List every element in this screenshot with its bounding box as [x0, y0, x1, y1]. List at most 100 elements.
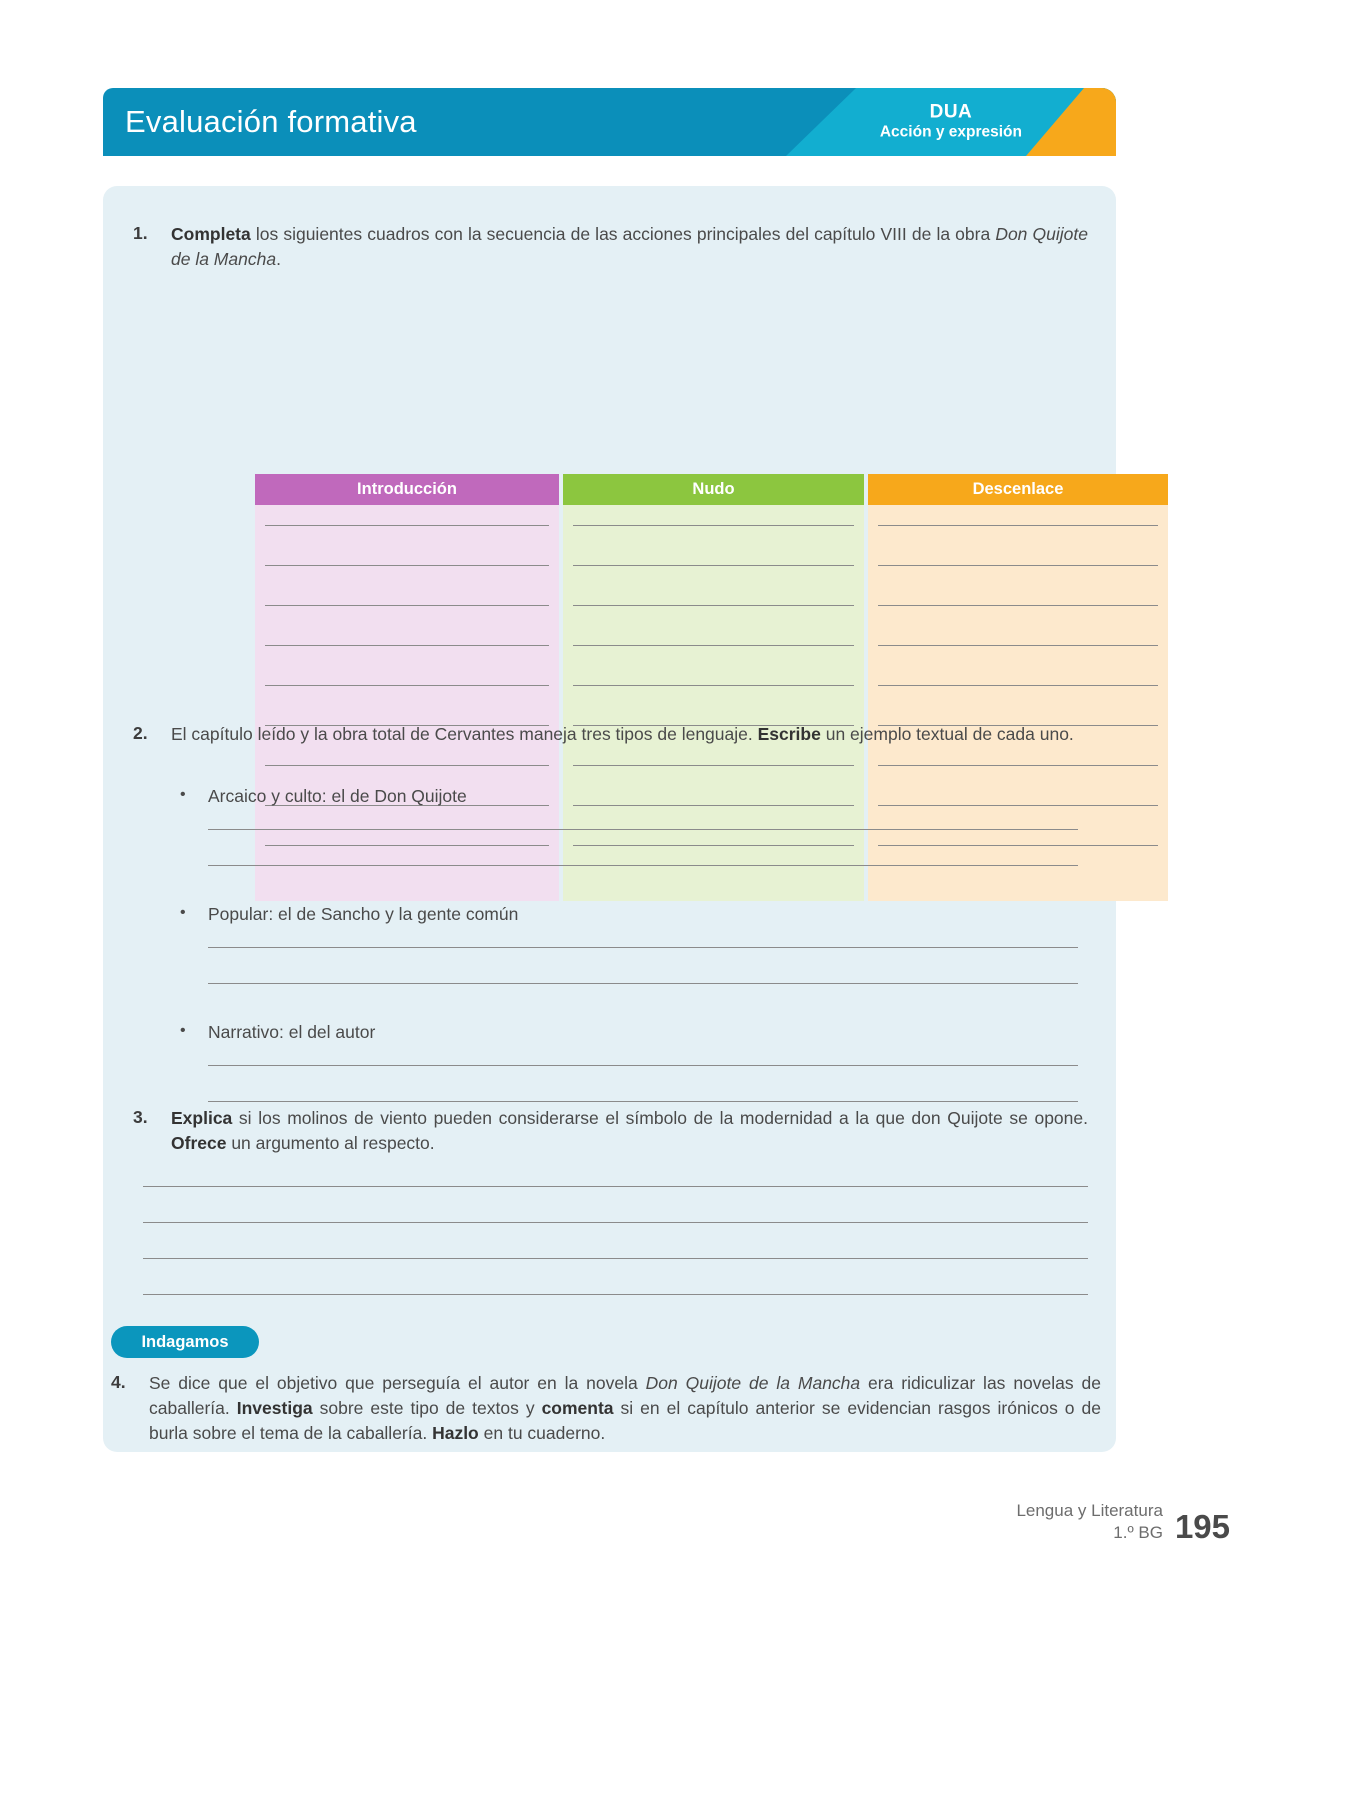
exercise-1-rest: los siguientes cuadros con la secuencia … — [250, 224, 996, 244]
column-body-descenlace[interactable] — [868, 505, 1168, 901]
dua-label: DUA — [929, 101, 973, 123]
exercise-4-text-c: sobre este tipo de textos y — [312, 1397, 542, 1418]
content-panel: 1. Completa los siguientes cuadros con l… — [103, 186, 1168, 1452]
exercise-1-title: Don Quijote de la Mancha — [171, 224, 1088, 269]
exercise-2: 2. El capítulo leído y la obra total de … — [133, 722, 1088, 747]
exercise-2-verb: Escribe — [757, 724, 821, 744]
write-line[interactable] — [265, 845, 549, 846]
list-item: • Popular: el de Sancho y la gente común — [171, 904, 1088, 925]
exercise-3-answer-lines[interactable] — [143, 1186, 1088, 1295]
write-line[interactable] — [573, 725, 854, 726]
write-line[interactable] — [143, 1258, 1088, 1259]
bullet-label: Narrativo: el del autor — [208, 1022, 376, 1042]
exercise-4-text-e: en tu cuaderno. — [478, 1422, 606, 1443]
write-line[interactable] — [208, 865, 1078, 866]
column-body-nudo[interactable] — [563, 505, 864, 901]
exercise-1: 1. Completa los siguientes cuadros con l… — [133, 222, 1088, 272]
dua-badge: DUA Acción y expresión — [880, 102, 1022, 143]
write-line[interactable] — [878, 605, 1158, 606]
write-line[interactable] — [143, 1186, 1088, 1187]
exercise-4-number: 4. — [111, 1372, 126, 1392]
write-line[interactable] — [573, 525, 854, 526]
write-line[interactable] — [208, 983, 1078, 984]
footer-subject-block: Lengua y Literatura 1.º BG — [1016, 1500, 1163, 1545]
column-header-nudo: Nudo — [563, 474, 864, 505]
exercise-4-text-b: era ridiculizar las novelas de caballerí… — [149, 1373, 1102, 1418]
exercise-3: 3. Explica si los molinos de viento pued… — [133, 1106, 1088, 1156]
footer-grade: 1.º BG — [1113, 1523, 1163, 1543]
bullet-dot-icon: • — [180, 1022, 186, 1039]
write-line[interactable] — [265, 565, 549, 566]
table-column-introduccion: Introducción — [255, 474, 559, 901]
write-line[interactable] — [265, 725, 549, 726]
exercise-1-number: 1. — [133, 223, 148, 243]
exercise-2-number: 2. — [133, 723, 148, 743]
write-line[interactable] — [573, 565, 854, 566]
exercise-2-text: El capítulo leído y la obra total de Cer… — [171, 722, 1088, 747]
footer-subject: Lengua y Literatura — [1016, 1501, 1163, 1520]
exercise-2-text-a: El capítulo leído y la obra total de Cer… — [171, 724, 758, 744]
exercise-1-end: . — [276, 248, 281, 269]
write-line[interactable] — [573, 765, 854, 766]
exercise-4-verb-1: Investiga — [236, 1397, 313, 1418]
exercise-3-verb-1: Explica — [171, 1108, 233, 1128]
answer-lines[interactable] — [208, 1065, 1078, 1102]
write-line[interactable] — [265, 805, 549, 806]
exercise-4-verb-2: comenta — [541, 1397, 614, 1418]
column-header-descenlace: Descenlace — [868, 474, 1168, 505]
write-line[interactable] — [878, 645, 1158, 646]
list-item: • Arcaico y culto: el de Don Quijote — [171, 786, 1088, 807]
answer-lines[interactable] — [208, 829, 1078, 866]
page-footer: Lengua y Literatura 1.º BG 195 — [1016, 1500, 1230, 1545]
bullet-label: Popular: el de Sancho y la gente común — [208, 904, 519, 924]
dua-sublabel: Acción y expresión — [879, 124, 1022, 142]
write-line[interactable] — [208, 947, 1078, 948]
write-line[interactable] — [878, 525, 1158, 526]
table-column-descenlace: Descenlace — [868, 474, 1168, 901]
write-line[interactable] — [208, 1101, 1078, 1102]
exercise-3-text-b: un argumento al respecto. — [226, 1132, 435, 1153]
exercise-3-text-a: si los molinos de viento pueden consider… — [232, 1108, 1088, 1128]
write-line[interactable] — [878, 765, 1158, 766]
exercise-4-text-d: si en el capítulo anterior se evidencian… — [149, 1397, 1102, 1443]
exercise-1-verb: Completa — [171, 224, 251, 244]
story-structure-table: Introducción Nudo — [255, 474, 1168, 901]
bullet-group: • Popular: el de Sancho y la gente común — [171, 904, 1088, 984]
write-line[interactable] — [143, 1294, 1088, 1295]
bullet-dot-icon: • — [180, 786, 186, 803]
exercise-3-verb-2: Ofrece — [171, 1132, 227, 1153]
column-header-introduccion: Introducción — [255, 474, 559, 505]
write-line[interactable] — [878, 805, 1158, 806]
write-line[interactable] — [265, 525, 549, 526]
page-header-banner: Evaluación formativa DUA Acción y expres… — [103, 88, 1116, 156]
write-line[interactable] — [265, 765, 549, 766]
write-line[interactable] — [265, 645, 549, 646]
answer-lines[interactable] — [208, 947, 1078, 984]
write-line[interactable] — [573, 605, 854, 606]
exercise-3-number: 3. — [133, 1107, 148, 1127]
write-line[interactable] — [265, 685, 549, 686]
write-line[interactable] — [573, 845, 854, 846]
write-line[interactable] — [573, 805, 854, 806]
exercise-4-verb-3: Hazlo — [432, 1422, 479, 1443]
write-line[interactable] — [143, 1222, 1088, 1223]
table-column-nudo: Nudo — [563, 474, 864, 901]
write-line[interactable] — [265, 605, 549, 606]
exercise-2-text-b: un ejemplo textual de cada uno. — [820, 724, 1074, 744]
column-body-introduccion[interactable] — [255, 505, 559, 901]
bullet-label: Arcaico y culto: el de Don Quijote — [208, 786, 467, 806]
indagamos-badge: Indagamos — [111, 1326, 259, 1358]
write-line[interactable] — [878, 565, 1158, 566]
exercise-3-text: Explica si los molinos de viento pueden … — [171, 1106, 1088, 1156]
write-line[interactable] — [573, 645, 854, 646]
write-line[interactable] — [878, 685, 1158, 686]
write-line[interactable] — [878, 845, 1158, 846]
page-title: Evaluación formativa — [125, 104, 417, 139]
exercise-4-title: Don Quijote de la Mancha — [645, 1373, 861, 1393]
write-line[interactable] — [573, 685, 854, 686]
write-line[interactable] — [208, 1065, 1078, 1066]
bullet-group: • Arcaico y culto: el de Don Quijote — [171, 786, 1088, 866]
write-line[interactable] — [208, 829, 1078, 830]
write-line[interactable] — [878, 725, 1158, 726]
